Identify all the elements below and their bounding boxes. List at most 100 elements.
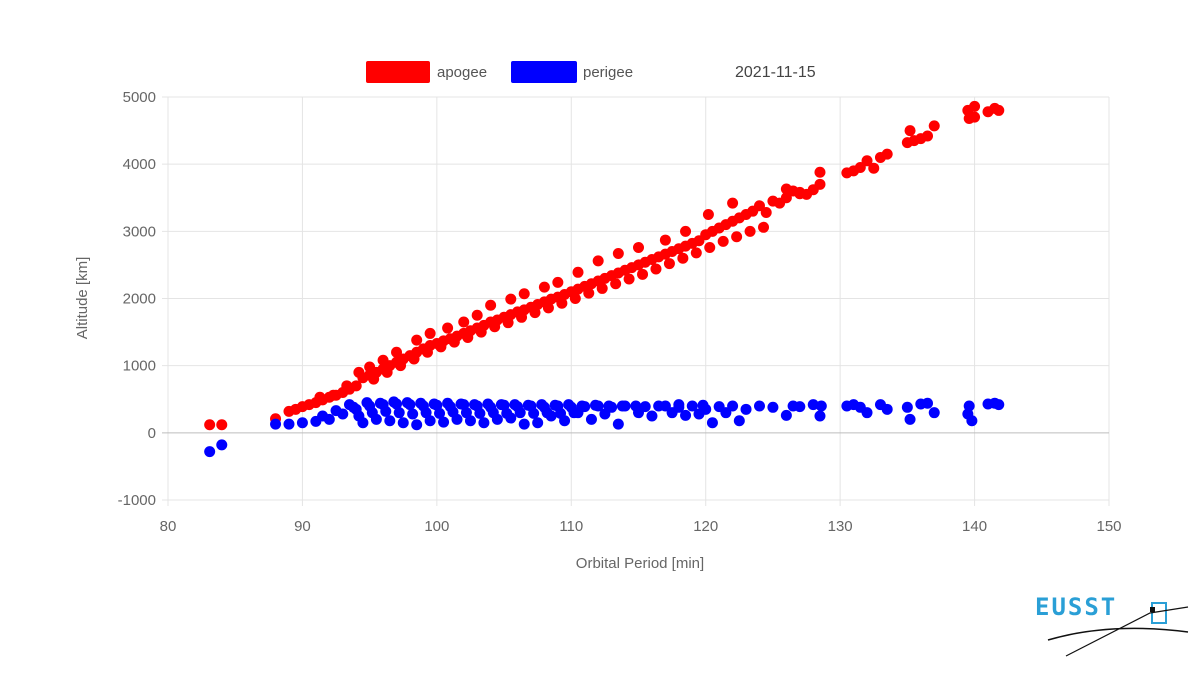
point-perigee xyxy=(904,413,916,425)
point-perigee xyxy=(727,400,739,412)
point-apogee xyxy=(395,360,407,372)
point-perigee xyxy=(401,397,413,409)
y-tick-label: 5000 xyxy=(123,89,156,106)
point-perigee xyxy=(646,410,658,422)
point-apogee xyxy=(854,162,866,174)
legend-swatch-apogee[interactable] xyxy=(366,61,430,83)
point-perigee xyxy=(384,415,396,427)
point-apogee xyxy=(341,380,353,392)
point-apogee xyxy=(583,287,595,299)
point-perigee xyxy=(922,397,934,409)
y-tick-label: 0 xyxy=(148,425,156,442)
point-apogee xyxy=(758,221,770,233)
logo-text: EUSST xyxy=(1035,593,1117,621)
point-perigee xyxy=(536,399,548,411)
point-perigee xyxy=(353,410,365,422)
point-perigee xyxy=(780,409,792,421)
x-tick-label: 120 xyxy=(693,518,718,535)
point-perigee xyxy=(434,407,446,419)
point-perigee xyxy=(348,401,360,413)
point-perigee xyxy=(928,407,940,419)
point-perigee xyxy=(487,407,499,419)
point-apogee xyxy=(680,225,692,237)
x-tick-label: 100 xyxy=(424,518,449,535)
point-apogee xyxy=(637,268,649,280)
point-apogee xyxy=(505,293,517,305)
point-apogee xyxy=(471,309,483,321)
point-apogee xyxy=(377,354,389,366)
point-apogee xyxy=(502,317,514,329)
point-apogee xyxy=(391,346,403,358)
point-perigee xyxy=(388,396,400,408)
point-perigee xyxy=(639,401,651,413)
point-perigee xyxy=(541,407,553,419)
point-apogee xyxy=(780,183,792,195)
point-apogee xyxy=(677,252,689,264)
point-perigee xyxy=(653,400,665,412)
point-perigee xyxy=(706,417,718,429)
point-perigee xyxy=(438,416,450,428)
legend-swatch-perigee[interactable] xyxy=(511,61,577,83)
point-apogee xyxy=(572,266,584,278)
point-perigee xyxy=(330,405,342,417)
point-perigee xyxy=(501,407,513,419)
point-perigee xyxy=(442,397,454,409)
point-perigee xyxy=(380,405,392,417)
point-apogee xyxy=(408,353,420,365)
point-apogee xyxy=(702,209,714,221)
point-apogee xyxy=(993,104,1005,116)
point-apogee xyxy=(760,207,772,219)
point-apogee xyxy=(381,366,393,378)
legend-label-apogee[interactable]: apogee xyxy=(437,64,487,81)
point-apogee xyxy=(485,299,497,311)
grid xyxy=(162,96,1110,506)
legend-label-perigee[interactable]: perigee xyxy=(583,64,633,81)
point-apogee xyxy=(596,282,608,294)
y-axis-title: Altitude [km] xyxy=(74,257,91,340)
point-apogee xyxy=(538,281,550,293)
point-apogee xyxy=(633,241,644,253)
point-apogee xyxy=(881,148,893,160)
point-apogee xyxy=(529,307,541,319)
point-apogee xyxy=(350,380,362,392)
point-perigee xyxy=(603,400,615,412)
logo-orbit-arc xyxy=(1047,627,1189,641)
point-apogee xyxy=(556,297,568,309)
logo-orbit-line xyxy=(1065,606,1189,657)
point-apogee xyxy=(814,166,826,178)
point-apogee xyxy=(814,178,826,190)
point-perigee xyxy=(673,399,685,411)
point-perigee xyxy=(411,419,423,431)
point-apogee xyxy=(610,278,622,290)
point-apogee xyxy=(552,276,564,288)
point-perigee xyxy=(576,400,588,412)
point-perigee xyxy=(720,407,732,419)
point-perigee xyxy=(532,417,544,429)
y-tick-label: 3000 xyxy=(123,223,156,240)
y-tick-label: 4000 xyxy=(123,156,156,173)
point-apogee xyxy=(516,311,528,323)
point-apogee xyxy=(704,241,716,253)
point-apogee xyxy=(462,331,474,343)
point-perigee xyxy=(555,407,567,419)
point-perigee xyxy=(767,401,779,413)
point-perigee xyxy=(814,410,826,422)
y-tick-label: -1000 xyxy=(118,492,156,509)
point-apogee xyxy=(659,234,671,246)
point-apogee xyxy=(969,100,981,112)
point-perigee xyxy=(585,413,597,425)
point-apogee xyxy=(475,326,487,338)
point-perigee xyxy=(568,407,580,419)
point-apogee xyxy=(216,419,228,431)
point-perigee xyxy=(753,400,765,412)
point-apogee xyxy=(518,288,530,300)
logo-bracket xyxy=(1151,602,1167,624)
point-perigee xyxy=(478,417,490,429)
legend[interactable]: apogee perigee xyxy=(366,61,633,83)
point-perigee xyxy=(447,406,459,418)
point-apogee xyxy=(489,321,501,333)
point-perigee xyxy=(680,409,692,421)
point-perigee xyxy=(407,408,419,420)
point-perigee xyxy=(474,407,486,419)
